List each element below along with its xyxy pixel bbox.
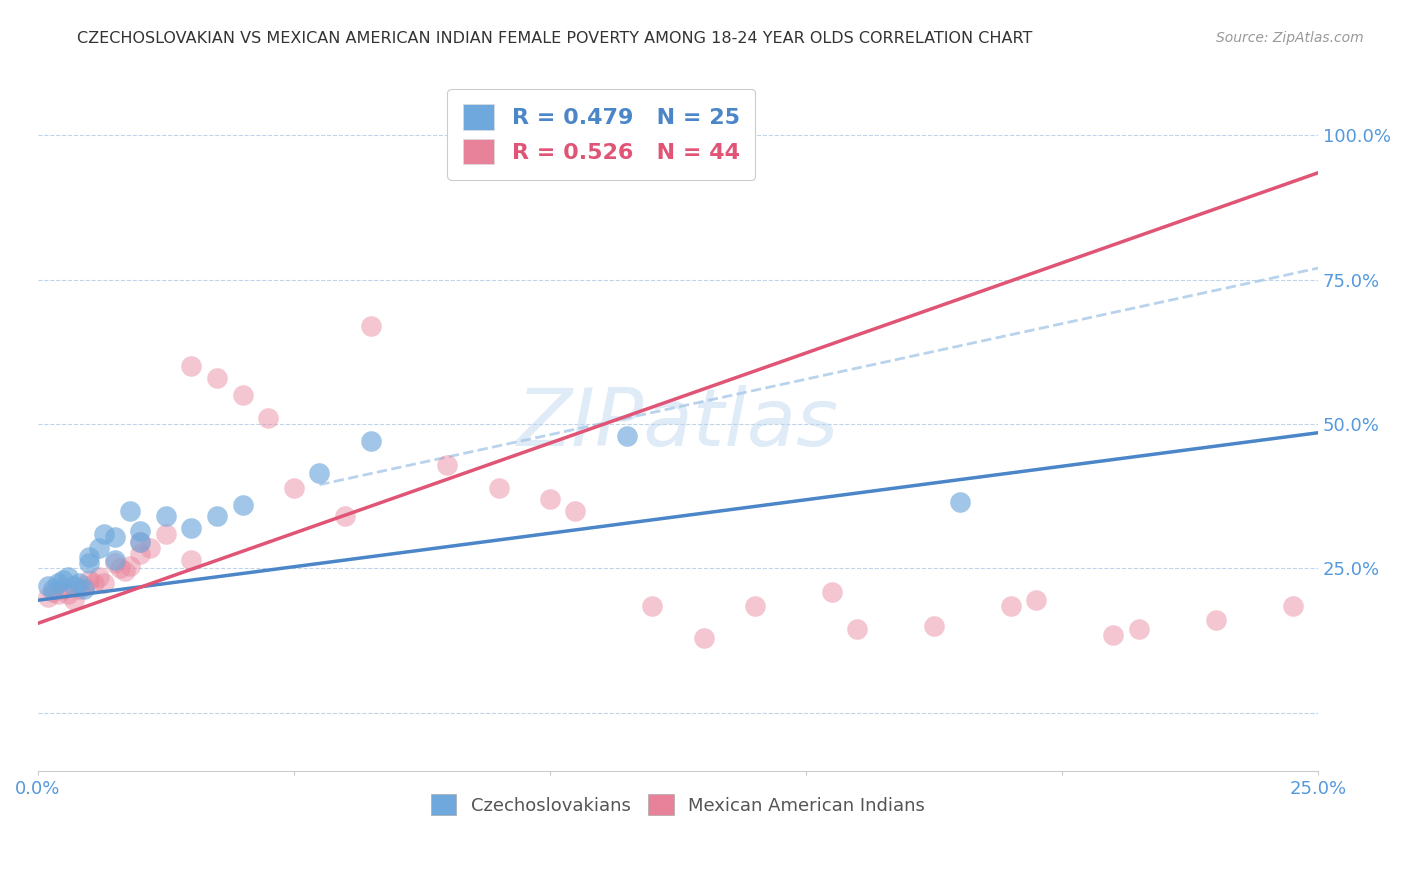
Point <box>820 584 842 599</box>
Point <box>73 579 96 593</box>
Point <box>58 570 80 584</box>
Point <box>62 579 84 593</box>
Point <box>155 509 177 524</box>
Point <box>37 591 59 605</box>
Point <box>89 570 111 584</box>
Point <box>93 576 115 591</box>
Point <box>564 504 586 518</box>
Point <box>67 576 90 591</box>
Point <box>436 458 458 472</box>
Point <box>77 549 100 564</box>
Point <box>139 541 162 556</box>
Point <box>46 576 69 591</box>
Point <box>641 599 664 613</box>
Point <box>118 558 141 573</box>
Point <box>129 535 152 549</box>
Point <box>257 411 280 425</box>
Point <box>129 535 152 549</box>
Point <box>488 481 510 495</box>
Point <box>846 622 869 636</box>
Point <box>103 530 125 544</box>
Point <box>616 428 638 442</box>
Point <box>77 573 100 587</box>
Point <box>180 359 202 374</box>
Point <box>283 481 305 495</box>
Point <box>1025 593 1047 607</box>
Point <box>46 587 69 601</box>
Point <box>949 495 972 509</box>
Point <box>93 526 115 541</box>
Point <box>83 576 105 591</box>
Point <box>42 584 65 599</box>
Point <box>360 318 382 333</box>
Point <box>114 565 136 579</box>
Point <box>744 599 766 613</box>
Legend: Czechoslovakians, Mexican American Indians: Czechoslovakians, Mexican American India… <box>422 785 934 824</box>
Point <box>205 509 228 524</box>
Point <box>108 561 131 575</box>
Point <box>538 492 561 507</box>
Point <box>103 553 125 567</box>
Point <box>180 521 202 535</box>
Point <box>67 582 90 596</box>
Point <box>180 553 202 567</box>
Point <box>103 556 125 570</box>
Point <box>89 541 111 556</box>
Point <box>73 582 96 596</box>
Point <box>62 593 84 607</box>
Point <box>42 582 65 596</box>
Point <box>232 498 254 512</box>
Point <box>52 582 75 596</box>
Point <box>333 509 356 524</box>
Point <box>360 434 382 449</box>
Point <box>52 573 75 587</box>
Point <box>1205 614 1227 628</box>
Point <box>37 579 59 593</box>
Point <box>1000 599 1022 613</box>
Point <box>205 371 228 385</box>
Point <box>232 388 254 402</box>
Text: CZECHOSLOVAKIAN VS MEXICAN AMERICAN INDIAN FEMALE POVERTY AMONG 18-24 YEAR OLDS : CZECHOSLOVAKIAN VS MEXICAN AMERICAN INDI… <box>77 31 1032 46</box>
Point <box>692 631 714 645</box>
Point <box>1102 628 1125 642</box>
Text: ZIPatlas: ZIPatlas <box>517 385 839 463</box>
Point <box>1281 599 1303 613</box>
Point <box>129 547 152 561</box>
Point <box>129 524 152 538</box>
Point <box>1128 622 1150 636</box>
Point <box>118 504 141 518</box>
Point <box>155 526 177 541</box>
Point <box>308 466 330 480</box>
Point <box>77 556 100 570</box>
Point <box>922 619 945 633</box>
Point <box>58 587 80 601</box>
Text: Source: ZipAtlas.com: Source: ZipAtlas.com <box>1216 31 1364 45</box>
